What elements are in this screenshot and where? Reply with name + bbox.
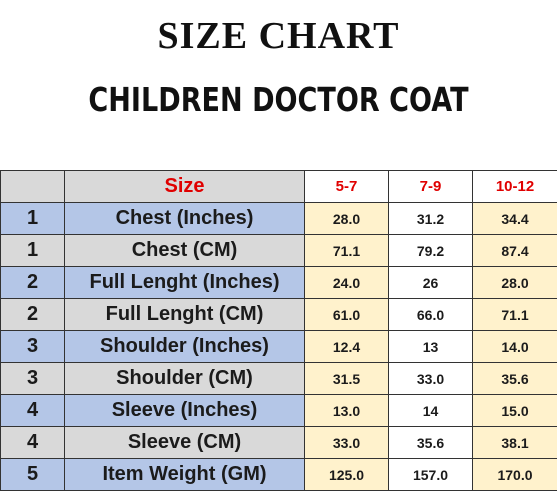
- row-label: Sleeve (CM): [64, 426, 305, 459]
- table-row: 4 Sleeve (CM) 33.0 35.6 38.1: [0, 426, 557, 459]
- row-label: Full Lenght (Inches): [64, 266, 305, 299]
- row-label: Full Lenght (CM): [64, 298, 305, 331]
- row-number: 1: [0, 202, 65, 235]
- table-row: 3 Shoulder (CM) 31.5 33.0 35.6: [0, 362, 557, 395]
- row-number: 5: [0, 458, 65, 491]
- value-cell: 14.0: [472, 330, 557, 363]
- header-col-7-9: 7-9: [388, 170, 473, 203]
- header-col-5-7: 5-7: [304, 170, 389, 203]
- row-number: 2: [0, 266, 65, 299]
- value-cell: 61.0: [304, 298, 389, 331]
- value-cell: 38.1: [472, 426, 557, 459]
- row-label: Shoulder (Inches): [64, 330, 305, 363]
- value-cell: 66.0: [388, 298, 473, 331]
- value-cell: 28.0: [304, 202, 389, 235]
- row-label: Chest (Inches): [64, 202, 305, 235]
- header-size-label: Size: [64, 170, 305, 203]
- value-cell: 33.0: [388, 362, 473, 395]
- value-cell: 35.6: [388, 426, 473, 459]
- table-row: 1 Chest (Inches) 28.0 31.2 34.4: [0, 202, 557, 235]
- value-cell: 71.1: [304, 234, 389, 267]
- row-label: Chest (CM): [64, 234, 305, 267]
- table-row: 2 Full Lenght (Inches) 24.0 26 28.0: [0, 266, 557, 299]
- value-cell: 125.0: [304, 458, 389, 491]
- value-cell: 13.0: [304, 394, 389, 427]
- value-cell: 79.2: [388, 234, 473, 267]
- row-number: 4: [0, 394, 65, 427]
- row-number: 3: [0, 362, 65, 395]
- value-cell: 35.6: [472, 362, 557, 395]
- header-blank-cell: [0, 170, 65, 203]
- row-number: 3: [0, 330, 65, 363]
- row-label: Item Weight (GM): [64, 458, 305, 491]
- row-number: 4: [0, 426, 65, 459]
- size-table: Size 5-7 7-9 10-12 1 Chest (Inches) 28.0 31…: [0, 170, 557, 491]
- table-row: 4 Sleeve (Inches) 13.0 14 15.0: [0, 394, 557, 427]
- row-number: 2: [0, 298, 65, 331]
- table-row: 3 Shoulder (Inches) 12.4 13 14.0: [0, 330, 557, 363]
- value-cell: 87.4: [472, 234, 557, 267]
- value-cell: 31.2: [388, 202, 473, 235]
- value-cell: 13: [388, 330, 473, 363]
- value-cell: 26: [388, 266, 473, 299]
- value-cell: 31.5: [304, 362, 389, 395]
- chart-subtitle: CHILDREN DOCTOR COAT: [88, 80, 469, 119]
- table-row: 1 Chest (CM) 71.1 79.2 87.4: [0, 234, 557, 267]
- row-label: Shoulder (CM): [64, 362, 305, 395]
- value-cell: 34.4: [472, 202, 557, 235]
- table-row: 5 Item Weight (GM) 125.0 157.0 170.0: [0, 458, 557, 491]
- table-header-row: Size 5-7 7-9 10-12: [0, 170, 557, 203]
- row-number: 1: [0, 234, 65, 267]
- value-cell: 170.0: [472, 458, 557, 491]
- value-cell: 14: [388, 394, 473, 427]
- value-cell: 71.1: [472, 298, 557, 331]
- value-cell: 28.0: [472, 266, 557, 299]
- row-label: Sleeve (Inches): [64, 394, 305, 427]
- chart-title: SIZE CHART: [157, 15, 400, 57]
- value-cell: 157.0: [388, 458, 473, 491]
- value-cell: 15.0: [472, 394, 557, 427]
- header-col-10-12: 10-12: [472, 170, 557, 203]
- value-cell: 12.4: [304, 330, 389, 363]
- value-cell: 33.0: [304, 426, 389, 459]
- value-cell: 24.0: [304, 266, 389, 299]
- table-row: 2 Full Lenght (CM) 61.0 66.0 71.1: [0, 298, 557, 331]
